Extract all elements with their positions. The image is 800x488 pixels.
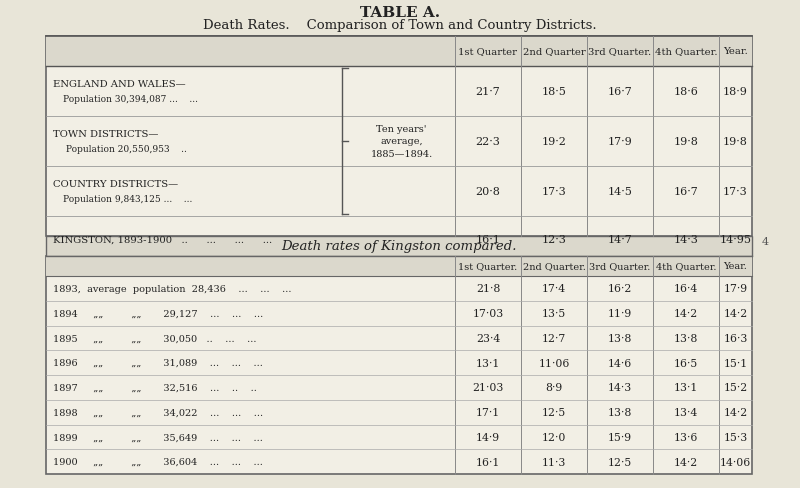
Text: 3rd Quarter.: 3rd Quarter.: [590, 262, 650, 271]
Text: COUNTRY DISTRICTS—: COUNTRY DISTRICTS—: [53, 180, 178, 189]
Bar: [46, 257, 752, 474]
Text: 21·03: 21·03: [472, 383, 504, 392]
Text: 4: 4: [762, 237, 769, 246]
Text: 14·5: 14·5: [607, 186, 633, 197]
Text: Death Rates.    Comparison of Town and Country Districts.: Death Rates. Comparison of Town and Coun…: [203, 19, 597, 32]
Text: 12·0: 12·0: [542, 432, 566, 442]
Text: 1896     „„         „„       31,089    ...    ...    ...: 1896 „„ „„ 31,089 ... ... ...: [53, 358, 263, 367]
Text: 17·03: 17·03: [472, 308, 504, 319]
Text: 8·9: 8·9: [546, 383, 562, 392]
Bar: [46, 37, 752, 237]
Text: Year.: Year.: [723, 47, 748, 57]
Text: 15·2: 15·2: [723, 383, 748, 392]
Text: 14·3: 14·3: [608, 383, 632, 392]
Text: 13·1: 13·1: [476, 358, 500, 368]
Text: 21·8: 21·8: [476, 284, 500, 294]
Text: 2nd Quarter.: 2nd Quarter.: [522, 262, 586, 271]
Text: Year.: Year.: [723, 262, 747, 271]
Text: 16·7: 16·7: [674, 186, 698, 197]
Text: Population 9,843,125 ...    ...: Population 9,843,125 ... ...: [63, 195, 192, 204]
Text: 11·9: 11·9: [608, 308, 632, 319]
Text: 3rd Quarter.: 3rd Quarter.: [589, 47, 651, 57]
Text: 20·8: 20·8: [475, 186, 501, 197]
Text: 13·8: 13·8: [608, 333, 632, 343]
Text: 11·06: 11·06: [538, 358, 570, 368]
Text: 23·4: 23·4: [476, 333, 500, 343]
Text: 1894     „„         „„       29,127    ...    ...    ...: 1894 „„ „„ 29,127 ... ... ...: [53, 309, 263, 318]
Text: 17·1: 17·1: [476, 407, 500, 417]
Text: 16·5: 16·5: [674, 358, 698, 368]
Text: Ten years'
average,
1885—1894.: Ten years' average, 1885—1894.: [370, 125, 433, 159]
Text: 14·9: 14·9: [476, 432, 500, 442]
Text: 13·5: 13·5: [542, 308, 566, 319]
Text: ENGLAND AND WALES—: ENGLAND AND WALES—: [53, 81, 186, 89]
Text: 14·95: 14·95: [719, 235, 751, 244]
Text: 14·7: 14·7: [608, 235, 632, 244]
Text: 4th Quarter.: 4th Quarter.: [654, 47, 718, 57]
Text: 1st Quarter.: 1st Quarter.: [458, 262, 518, 271]
Text: 15·9: 15·9: [608, 432, 632, 442]
Text: 18·9: 18·9: [723, 87, 748, 97]
Text: 19·8: 19·8: [723, 137, 748, 147]
Text: 2nd Quarter: 2nd Quarter: [522, 47, 586, 57]
Text: 13·8: 13·8: [674, 333, 698, 343]
Text: 16·1: 16·1: [476, 457, 500, 467]
Text: 4th Quarter.: 4th Quarter.: [656, 262, 716, 271]
Text: 14·2: 14·2: [723, 308, 748, 319]
Text: 22·3: 22·3: [475, 137, 501, 147]
Text: 19·2: 19·2: [542, 137, 566, 147]
Text: 1893,  average  population  28,436    ...    ...    ...: 1893, average population 28,436 ... ... …: [53, 285, 291, 293]
Text: 14·3: 14·3: [674, 235, 698, 244]
Text: 17·4: 17·4: [542, 284, 566, 294]
Bar: [46, 257, 752, 276]
Text: 15·3: 15·3: [723, 432, 748, 442]
Text: Death rates of Kingston compared.: Death rates of Kingston compared.: [282, 240, 517, 253]
Text: 17·9: 17·9: [723, 284, 747, 294]
Text: 18·6: 18·6: [674, 87, 698, 97]
Text: 1899     „„         „„       35,649    ...    ...    ...: 1899 „„ „„ 35,649 ... ... ...: [53, 432, 263, 442]
Text: TOWN DISTRICTS—: TOWN DISTRICTS—: [53, 130, 158, 139]
Bar: [46, 37, 752, 67]
Bar: [46, 237, 752, 257]
Text: 1st Quarter: 1st Quarter: [458, 47, 518, 57]
Text: 19·8: 19·8: [674, 137, 698, 147]
Text: 14·2: 14·2: [674, 308, 698, 319]
Text: 16·2: 16·2: [608, 284, 632, 294]
Text: 12·5: 12·5: [542, 407, 566, 417]
Text: 17·9: 17·9: [608, 137, 632, 147]
Text: 16·1: 16·1: [475, 235, 501, 244]
Text: 12·5: 12·5: [608, 457, 632, 467]
Text: 13·4: 13·4: [674, 407, 698, 417]
Text: 14·6: 14·6: [608, 358, 632, 368]
Text: 21·7: 21·7: [476, 87, 500, 97]
Text: KINGSTON, 1893-1900   ..      ...      ...      ...: KINGSTON, 1893-1900 .. ... ... ...: [53, 235, 272, 244]
Text: 1900     „„         „„       36,604    ...    ...    ...: 1900 „„ „„ 36,604 ... ... ...: [53, 457, 263, 466]
Text: 13·6: 13·6: [674, 432, 698, 442]
Text: 1897     „„         „„       32,516    ...    ..    ..: 1897 „„ „„ 32,516 ... .. ..: [53, 383, 257, 392]
Text: 16·3: 16·3: [723, 333, 748, 343]
Text: TABLE A.: TABLE A.: [360, 6, 440, 20]
Text: 11·3: 11·3: [542, 457, 566, 467]
Text: 17·3: 17·3: [542, 186, 566, 197]
Text: 18·5: 18·5: [542, 87, 566, 97]
Text: Population 30,394,087 ...    ...: Population 30,394,087 ... ...: [63, 95, 198, 104]
Text: 16·7: 16·7: [608, 87, 632, 97]
Text: 14·2: 14·2: [674, 457, 698, 467]
Text: 13·1: 13·1: [674, 383, 698, 392]
Text: 12·3: 12·3: [542, 235, 566, 244]
Text: 17·3: 17·3: [723, 186, 748, 197]
Text: 13·8: 13·8: [608, 407, 632, 417]
Text: 1895     „„         „„       30,050   ..    ...    ...: 1895 „„ „„ 30,050 .. ... ...: [53, 334, 257, 343]
Text: 16·4: 16·4: [674, 284, 698, 294]
Text: 14·06: 14·06: [720, 457, 751, 467]
Text: 1898     „„         „„       34,022    ...    ...    ...: 1898 „„ „„ 34,022 ... ... ...: [53, 408, 263, 417]
Text: Population 20,550,953    ..: Population 20,550,953 ..: [63, 145, 187, 154]
Text: 15·1: 15·1: [723, 358, 748, 368]
Text: 12·7: 12·7: [542, 333, 566, 343]
Text: 14·2: 14·2: [723, 407, 748, 417]
